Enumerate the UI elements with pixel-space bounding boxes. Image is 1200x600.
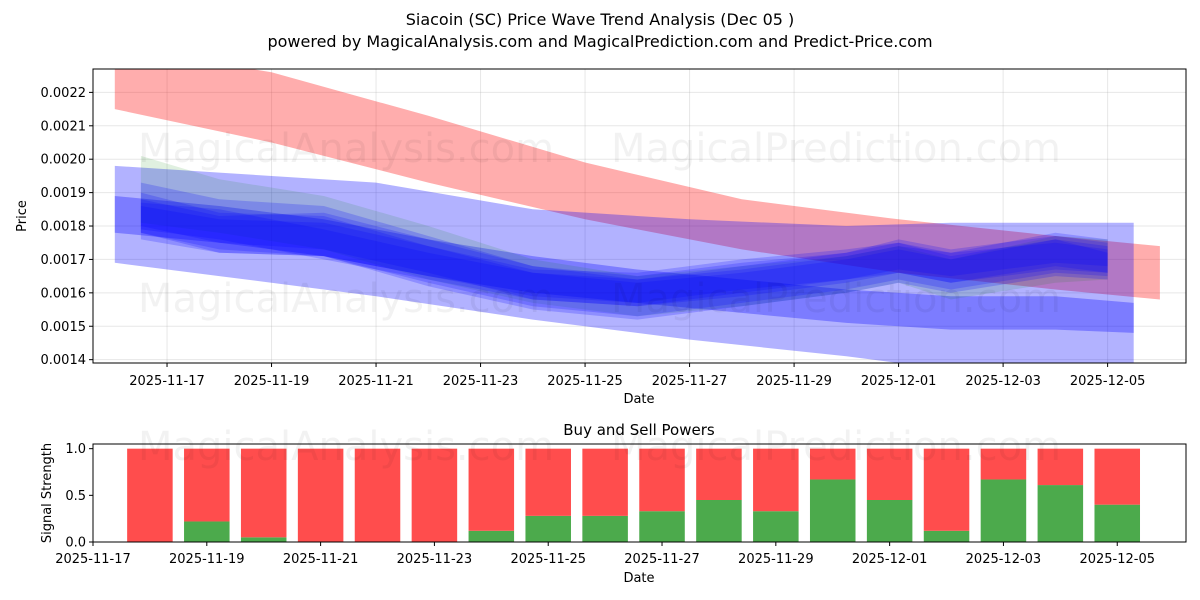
buy-bar [923,530,970,542]
price-band-red-upper-band [114,69,1160,300]
price-x-tick-label: 2025-11-21 [338,374,414,389]
sell-bar [696,448,742,500]
buy-sell-x-axis: 2025-11-17 2025-11-19 2025-11-21 2025-11-23… [55,542,1155,567]
price-y-tick-label: 0.0017 [41,253,87,268]
sell-bar [468,448,515,531]
buy-sell-y-axis-label: Signal Strength [40,443,55,543]
buy-sell-x-tick-label: 2025-11-29 [738,552,814,567]
price-x-axis-label: Date [623,392,654,407]
buy-sell-x-tick-label: 2025-11-21 [283,552,359,567]
buy-sell-watermark-1: MagicalAnalysis.com [138,424,554,470]
sell-bar [980,448,1027,480]
price-y-tick-label: 0.0020 [41,153,87,168]
buy-bar [753,511,799,542]
price-x-tick-label: 2025-12-03 [965,374,1041,389]
chart-title: Siacoin (SC) Price Wave Trend Analysis (… [406,10,795,29]
buy-sell-watermark-2: MagicalPrediction.com [611,424,1061,470]
buy-sell-y-tick-label: 0.0 [65,536,86,551]
buy-bar [1037,485,1084,542]
price-watermark-2: MagicalPrediction.com [611,126,1061,172]
buy-sell-title: Buy and Sell Powers [563,421,715,439]
buy-sell-y-axis: 0.0 0.5 1.0 [65,442,93,551]
sell-bar [923,448,970,531]
price-y-axis-label: Price [15,200,30,232]
buy-sell-x-tick-label: 2025-12-01 [852,552,928,567]
sell-bar [411,448,458,542]
buy-sell-x-tick-label: 2025-12-05 [1079,552,1155,567]
price-band-blue-wide-band [114,165,1134,363]
sell-bar [1037,448,1084,486]
price-gridlines [93,69,1186,363]
chart-subtitle: powered by MagicalAnalysis.com and Magic… [267,32,932,51]
buy-bar [696,500,742,542]
price-bands [114,69,1160,363]
price-x-tick-label: 2025-12-05 [1070,374,1146,389]
price-watermark-4: MagicalPrediction.com [611,276,1061,322]
buy-sell-y-tick-label: 0.5 [65,489,86,504]
buy-bar [184,521,230,542]
buy-sell-chart: Buy and Sell Powers MagicalAnalysis.com … [40,421,1187,586]
buy-sell-x-axis-label: Date [623,571,654,586]
price-band-blue-wave-5 [140,202,1108,307]
price-x-tick-label: 2025-11-27 [652,374,728,389]
price-plot-area [93,69,1186,363]
sell-bar [354,448,401,542]
price-chart: MagicalAnalysis.com MagicalPrediction.co… [15,68,1187,407]
buy-sell-x-tick-label: 2025-11-25 [510,552,586,567]
buy-sell-x-tick-label: 2025-11-27 [624,552,700,567]
buy-sell-x-tick-label: 2025-11-17 [55,552,131,567]
buy-sell-plot-frame [92,443,1187,543]
price-y-axis: 0.0014 0.0015 0.0016 0.0017 0.0018 0.0019 0.00… [41,86,93,368]
price-plot-frame [92,68,1187,364]
buy-bar [1094,504,1141,542]
price-x-tick-label: 2025-11-29 [756,374,832,389]
price-x-tick-label: 2025-12-01 [861,374,937,389]
buy-bar [809,479,856,542]
buy-bar [866,500,913,542]
price-y-tick-label: 0.0014 [41,353,87,368]
buy-bar [582,515,628,542]
buy-bar [639,511,685,542]
buy-sell-x-tick-label: 2025-11-23 [397,552,473,567]
price-y-tick-label: 0.0016 [41,286,87,301]
price-y-tick-label: 0.0015 [41,320,87,335]
buy-bar [468,530,515,542]
price-watermark-3: MagicalAnalysis.com [138,276,554,322]
price-band-blue-wave-2 [140,192,1108,317]
price-band-blue-wave-3 [140,199,1108,307]
sell-bar [525,448,571,516]
sell-bar [240,448,287,538]
sell-bar [582,448,628,516]
buy-sell-bars [127,448,1141,542]
buy-bar [525,515,571,542]
price-band-blue-wave-4 [140,206,1108,303]
price-watermark-1: MagicalAnalysis.com [138,126,554,172]
buy-sell-y-tick-label: 1.0 [65,442,86,457]
price-y-tick-label: 0.0019 [41,186,87,201]
buy-sell-x-tick-label: 2025-12-03 [966,552,1042,567]
buy-bar [980,479,1027,542]
sell-bar [1094,448,1141,505]
sell-bar [809,448,856,480]
price-y-tick-label: 0.0022 [41,86,87,101]
price-x-tick-label: 2025-11-23 [443,374,519,389]
price-band-green-wave-band [140,155,1108,317]
price-y-tick-label: 0.0021 [41,119,87,134]
buy-bar [240,537,287,542]
price-x-tick-label: 2025-11-25 [547,374,623,389]
sell-bar [184,448,230,522]
sell-bar [127,448,173,542]
sell-bar [753,448,799,512]
sell-bar [866,448,913,500]
price-band-blue-wave-1 [140,182,1108,320]
sell-bar [639,448,685,512]
price-x-axis: 2025-11-17 2025-11-19 2025-11-21 2025-11-23… [129,363,1145,389]
price-y-tick-label: 0.0018 [41,220,87,235]
price-x-tick-label: 2025-11-17 [129,374,205,389]
price-band-blue-trend-band [114,196,1134,333]
buy-sell-x-tick-label: 2025-11-19 [169,552,245,567]
sell-bar [297,448,344,542]
price-x-tick-label: 2025-11-19 [234,374,310,389]
